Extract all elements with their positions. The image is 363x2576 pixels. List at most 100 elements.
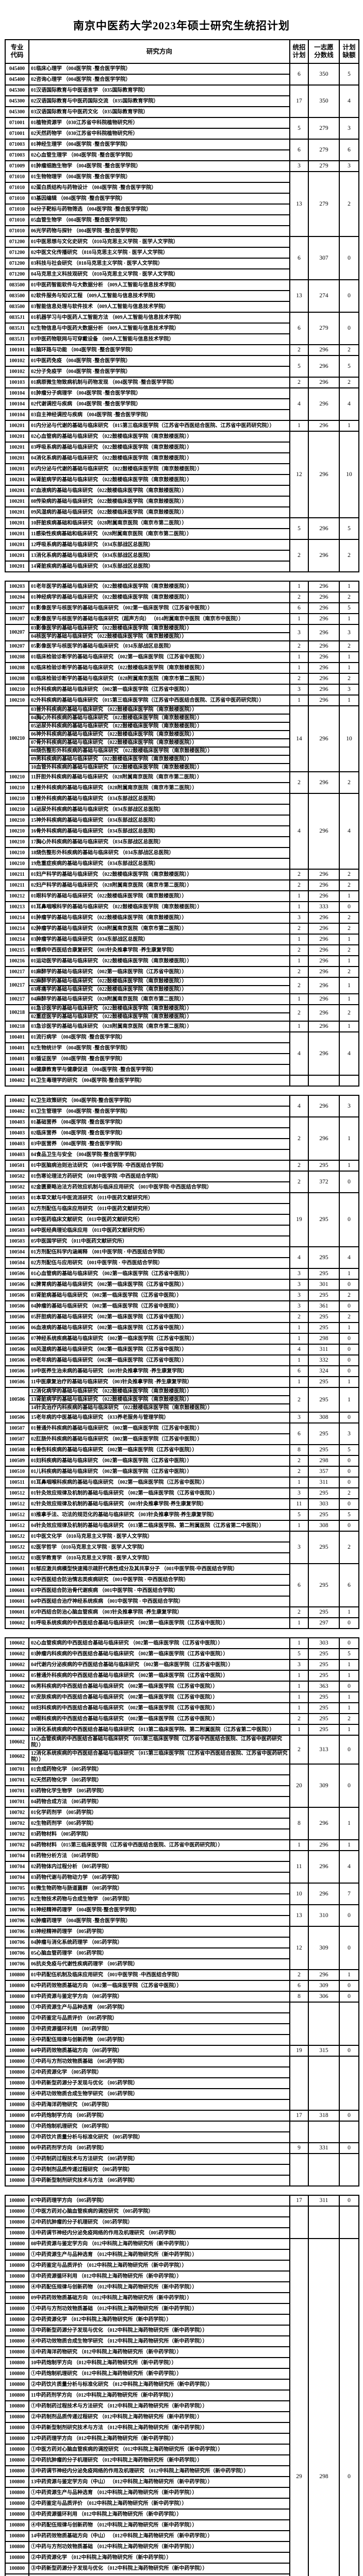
plan-cell: 3 [289,1531,309,1564]
plan-cell: 1 [289,694,309,706]
direction-cell: 04中医经典理论临床应用 （011中医药文献研究所） [28,1225,290,1236]
plan-cell: 3 [289,1279,309,1291]
gap-cell: 0 [339,1764,359,1808]
table-row: 100602 11心血管疾病的中西医结合基础与临床研究 （015第三临床医学院（江… [5,1735,359,1765]
gap-cell: 1 [339,1387,359,1413]
direction-cell: 04肿瘤与消化系统药理学 （005药学院） [28,1937,290,1948]
code-cell: 100800 [5,1980,29,1992]
direction-cell: 01汉语国际教育与中医语言学 （035国际教育学院） [28,84,290,96]
code-cell: 100218 [5,1021,29,1032]
direction-cell: 02天然药物学 （030江苏省中科院植物研究所） [28,128,290,140]
direction-cell: 02心血管生理学 （004医学院 ·整合医学学院） [28,149,290,161]
code-cell: 100602 [5,1637,29,1649]
gap-cell: 0 [339,2142,359,2154]
score-cell: 296 [308,640,340,652]
code-cell: 100401 [5,1042,29,1054]
gap-cell: 1 [339,890,359,902]
code-cell: 045300 [5,106,29,118]
code-cell: 100506 [5,1376,29,1388]
gap-cell: 4 [339,387,359,421]
table-row: 100401 04健康教育学与健康促进 （004医学院 ·整合医学学院） [5,1064,359,1076]
code-cell: 100506 [5,1311,29,1323]
plan-cell: 2 [289,1713,309,1725]
table-row: 100706 06抗炎免疫与代谢性疾病药理学 （005药学院） [5,1958,359,1970]
table-row: 100800 ③中药调节神经内分泌免疫网络的作用及机理研究 （012中科院上海药物… [5,2465,359,2477]
gap-cell: 5 [339,1444,359,1456]
direction-cell: 03卫生管理学 （004医学院 ·整合医学学院） [28,1106,290,1117]
plan-cell: 3 [289,912,309,924]
code-cell: 100800 [5,2541,29,2553]
code-cell: 100800 [5,2476,29,2488]
table-row: 100602 04代谢内分泌疾病的中西医结合基础与临床研究 （002第一临床医学院… [5,1659,359,1671]
direction-cell: 02药物体内过程分析 （005药学院） [28,1861,290,1873]
code-cell: 100706 [5,1904,29,1916]
direction-cell: 02重症医学的基础与临床研究 （022鼓楼临床医学院（南京鼓楼医院）） [28,1012,290,1022]
score-cell: 279 [308,117,340,140]
column-header-plan: 统招 计划 [289,39,309,64]
code-cell: 100800 [5,2012,29,2024]
code-cell: 071001 [5,117,29,129]
table-row: 100210 13普外科疾病的基础与临床研究 （034东部战区总医院） 4 296 4 [5,793,359,870]
direction-cell: 05中药炮制学方向 （005药学院） [28,2110,290,2122]
table-row: 0835J1 01机器学习与中医药人工智能方法 （009人工智能与信息技术学院） 6… [5,312,359,345]
gap-cell: 1 [339,694,359,706]
score-cell: 296 [308,1095,340,1117]
direction-cell: 01外科疾病的基础与临床研究 （002第一临床医学院（江苏省中医院）） [28,684,290,696]
table-row: 100402 02卫生政策研究 （004医学院·整合医学学院） 4 296 3 [5,1095,359,1117]
score-cell: 296 [308,602,340,614]
table-row: 100503 01本草文献与中医流派研究 （011中医药文献研究所） 19 295 0 [5,1192,359,1247]
table-row: 1005J2 01中医文化学 （010马克思主义学院 · 医学人文学院） 3 295 2 [5,1531,359,1564]
table-row: 100214 02肿瘤学的基础与临床研究 （028附属南京医院（南京市第二医院））… [5,923,359,935]
code-cell: 100508 [5,1444,29,1456]
direction-cell: 02肿瘤药理学 （004医学院 ·整合医学学院） [28,1915,290,1927]
direction-cell: 02生物统计学 （004医学院 ·整合医学学院） [28,1042,290,1054]
table-row: 071003 01神经生理学 （004医学院 ·整合医学学院） 6 279 6 [5,139,359,161]
direction-cell: 02蛋白质结构与药物设计 （004医学院 ·整合医学学院） [28,182,290,194]
table-row: 100211 02妇产科学的基础与临床研究 （028附属南京医院（南京市第二医院）… [5,879,359,891]
gap-cell: 2 [339,640,359,652]
direction-cell: ①中医方药对心脑血管疾病的调控研究 （012中科院上海药物研究所（新中药学院）） [28,2444,290,2455]
direction-cell: ⑤中药海洋药物研究 （005药学院） [28,2099,290,2111]
code-cell: 100201 [5,528,29,540]
gap-cell: 1 [339,955,359,967]
plan-cell: 8 [289,1991,309,2003]
code-cell: 100506 [5,1412,29,1423]
code-cell: 071001 [5,128,29,140]
table-row: 100201 12呼吸系病的基础与临床研究 （034东部战区总医院） 2 296 2 [5,539,359,572]
code-cell: 100704 [5,1850,29,1862]
direction-cell: 01病原微生物致病机制与药物发现 （004医学院 ·整合医学学院） [28,377,290,388]
code-cell: 100800 [5,2088,29,2100]
code-cell: 100201 [5,463,29,475]
code-cell: 100512 [5,1498,29,1510]
table-row: 100800 ②中药资源化学 （012中科院上海药物研究所（新中药学院）） [5,2314,359,2326]
code-cell: 100503 [5,1192,29,1204]
code-cell: 071200 [5,268,29,280]
plan-cell: 11 [289,1498,309,1510]
code-cell: 100201 [5,517,29,529]
direction-cell: 03急诊医学的基础与临床研究 （028附属南京医院（南京市第二医院）） [28,1021,290,1032]
table-row: 100217 04麻醉学的基础与临床研究 （028附属南京医院（南京市第二医院））… [5,993,359,1005]
score-cell: 298 [308,1333,340,1345]
gap-cell: 4 [339,1850,359,1884]
plan-cell: 8 [289,1444,309,1456]
table-row: 100201 02心血管病的基础与临床研究 （022鼓楼临床医学院（南京鼓楼医院）… [5,431,359,518]
table-row: 100210 19危重症疾病的基础与临床研究 （034东部战区总医院） [5,858,359,870]
table-row: 100800 ④中药功效物质合成生物学研究 （005药学院） [5,2088,359,2100]
code-cell: 100211 [5,869,29,880]
score-cell: 296 [308,890,340,902]
table-row: 100704 02药物体内过程分析 （005药学院） [5,1861,359,1873]
gap-cell: 0 [339,1520,359,1532]
direction-cell: 04马克思主义科技观研究 （010马克思主义学院 · 医学人文学院） [28,268,290,280]
gap-cell: 6 [339,1563,359,1607]
table-row: 100704 03药物代谢与药物动力学 （005药学院） [5,1872,359,1884]
code-cell: 100217 [5,977,29,994]
code-cell: 100210 [5,815,29,826]
table-row: 100800 ③中药资源循环利用 （012中科院上海药物研究所（新中药学院）） [5,2270,359,2282]
plan-cell: 2 [289,377,309,388]
direction-cell: 10血管外科疾病的基础与临床研究 （022鼓楼临床医学院（南京鼓楼医院）） [28,763,290,772]
plan-cell: 6 [289,63,309,86]
code-cell: 100506 [5,1333,29,1345]
table-row: 07骨外科疾病的基础与临床研究 （022鼓楼临床医学院（南京鼓楼医院）） [5,738,359,748]
table-row: 100702 04药物材料 （015第三临床医学院（江苏省中西医结合医院、江苏省中… [5,1839,359,1851]
gap-cell [339,2206,359,2239]
